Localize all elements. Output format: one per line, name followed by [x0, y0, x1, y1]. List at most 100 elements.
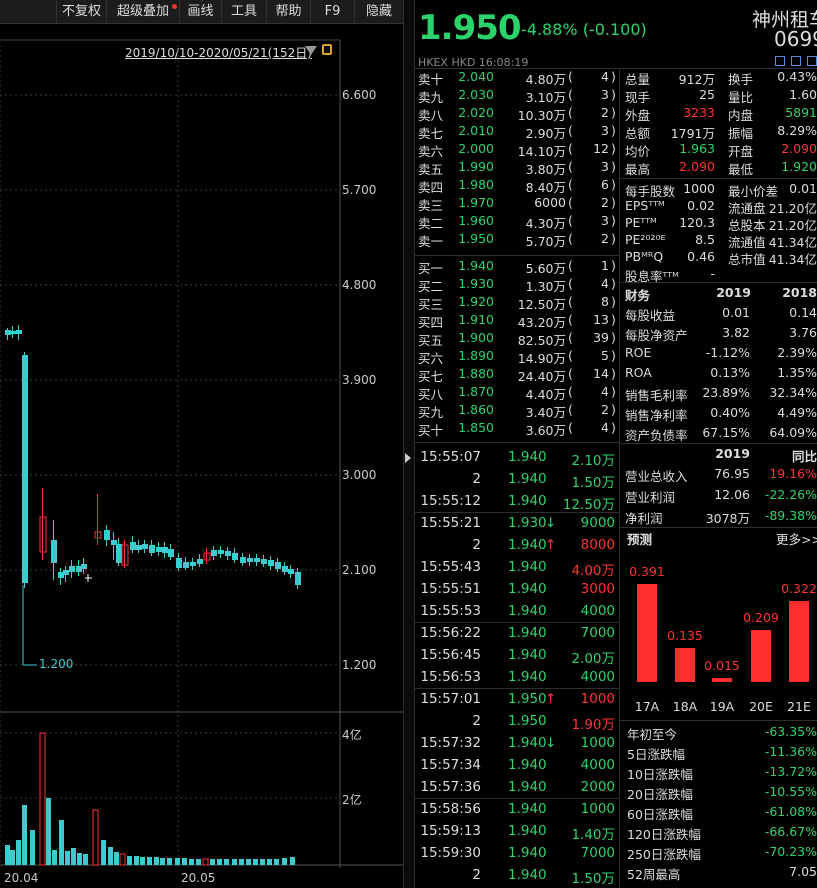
ask-row[interactable]: 卖八 2.020 10.30万(2)	[418, 105, 618, 123]
candle-body	[58, 572, 64, 578]
candle-body	[142, 544, 148, 549]
alert-icon[interactable]	[807, 56, 817, 66]
paren: (	[568, 231, 573, 246]
paren: (	[568, 87, 573, 102]
paren: )	[611, 348, 616, 363]
finance-header: 财务 2019 2018	[625, 285, 817, 303]
ask-row[interactable]: 卖四 1.980 8.40万(6)	[418, 177, 618, 195]
perf-label: 5日涨跌幅	[627, 747, 685, 762]
candle-body	[81, 564, 87, 569]
volume-bar	[65, 851, 70, 865]
ask-row[interactable]: 卖七 2.010 2.90万(3)	[418, 123, 618, 141]
toolbar-hide-button[interactable]: 隐藏	[354, 0, 403, 24]
expand-arrow-icon[interactable]	[405, 453, 411, 463]
paren: (	[568, 213, 573, 228]
perf-label: 52周最高	[627, 867, 681, 882]
volume-bar	[182, 858, 187, 865]
paren: )	[611, 159, 616, 174]
bid-row[interactable]: 买三 1.920 12.50万(8)	[418, 294, 618, 312]
trade-volume: 4000	[580, 603, 615, 619]
toolbar-help-button[interactable]: 帮助	[266, 0, 310, 24]
forecast-year: 21E	[787, 699, 811, 714]
stat-label: 总市值	[728, 252, 766, 267]
toolbar-draw-button[interactable]: 画线	[179, 0, 221, 24]
range-dropdown-icon[interactable]	[305, 46, 317, 55]
y-tick-label: 4.800	[342, 278, 377, 292]
trade-row: 15:56:45 1.940 2.00万	[418, 647, 618, 667]
toolbar-f9-button[interactable]: F9	[310, 0, 354, 24]
candle-body	[63, 570, 69, 575]
bid-row[interactable]: 买四 1.910 43.20万(13)	[418, 312, 618, 330]
bid-row[interactable]: 买七 1.880 24.40万(14)	[418, 366, 618, 384]
trade-volume: 7000	[580, 845, 615, 861]
forecast-more-link[interactable]: 更多>>	[776, 532, 817, 547]
finance-label: 每股收益	[625, 308, 676, 323]
toolbar-tools-button[interactable]: 工具	[221, 0, 266, 24]
bid-row[interactable]: 买二 1.930 1.30万(4)	[418, 276, 618, 294]
ask-volume: 2.90万	[525, 126, 566, 141]
finance-row: ROA 0.13% 1.35%	[625, 365, 817, 383]
panel-splitter[interactable]	[403, 0, 415, 888]
paren: )	[611, 231, 616, 246]
bid-count: 4	[601, 276, 609, 291]
forecast-value: 0.322	[781, 581, 817, 597]
trade-volume: 1.40万	[571, 827, 615, 843]
ask-count: 3	[601, 123, 609, 138]
bid-row[interactable]: 买八 1.870 4.40万(4)	[418, 384, 618, 402]
candle-body	[211, 550, 217, 556]
bid-row[interactable]: 买六 1.890 14.90万(5)	[418, 348, 618, 366]
perf-row: 年初至今 -63.35%	[627, 724, 817, 742]
bid-row[interactable]: 买九 1.860 3.40万(2)	[418, 402, 618, 420]
note-icon[interactable]	[791, 56, 801, 66]
paren: )	[611, 195, 616, 210]
stat-label: PE²⁰²⁰ᴱ	[625, 232, 666, 247]
bid-row[interactable]: 买一 1.940 5.60万(1)	[418, 258, 618, 276]
edit-icon[interactable]	[775, 56, 785, 66]
candle-body	[121, 544, 129, 566]
kline-chart[interactable]	[0, 0, 404, 888]
bid-row[interactable]: 买五 1.900 82.50万(39)	[418, 330, 618, 348]
income-row: 营业利润 12.06 -22.26%	[625, 487, 817, 505]
ask-row[interactable]: 卖二 1.960 4.30万(3)	[418, 213, 618, 231]
ask-row[interactable]: 卖一 1.950 5.70万(2)	[418, 231, 618, 249]
volume-bar	[127, 856, 132, 865]
forecast-divider	[620, 527, 817, 528]
forecast-value: 0.015	[704, 658, 740, 674]
income-value: -89.38%	[764, 508, 817, 523]
ask-price: 2.030	[458, 87, 494, 102]
ask-price: 1.990	[458, 159, 494, 174]
trade-row: 15:57:34 1.940 4000	[418, 757, 618, 775]
finance-value: 0.13%	[710, 365, 750, 380]
x-tick-label: 20.05	[181, 871, 216, 885]
candle-body	[254, 558, 260, 562]
ask-row[interactable]: 卖十 2.040 4.80万(4)	[418, 69, 618, 87]
chart-date-range[interactable]: 2019/10/10-2020/05/21(152日)	[125, 46, 312, 60]
bid-label: 买四	[418, 315, 444, 330]
stat-label: 均价	[625, 144, 651, 159]
bid-row[interactable]: 买十 1.850 3.60万(4)	[418, 420, 618, 438]
finance-row: ROE -1.12% 2.39%	[625, 345, 817, 363]
stat-value: 0.43%	[777, 69, 817, 84]
ask-row[interactable]: 卖三 1.970 6000(2)	[418, 195, 618, 213]
finance-row: 每股收益 0.01 0.14	[625, 305, 817, 323]
paren: (	[568, 294, 573, 309]
trade-price: 1.940	[508, 537, 547, 553]
trade-volume: 3000	[580, 581, 615, 597]
lock-icon[interactable]	[322, 44, 332, 55]
ask-row[interactable]: 卖九 2.030 3.10万(3)	[418, 87, 618, 105]
paren: )	[611, 213, 616, 228]
volume-bar	[224, 859, 229, 865]
toolbar-overlay-button[interactable]: 超级叠加	[106, 0, 179, 24]
stat-value: 21.20亿	[768, 218, 817, 233]
ask-row[interactable]: 卖六 2.000 14.10万(12)	[418, 141, 618, 159]
finance-value: 0.14	[789, 305, 817, 320]
bid-count: 2	[601, 402, 609, 417]
ask-label: 卖六	[418, 144, 444, 159]
ask-row[interactable]: 卖五 1.990 3.80万(3)	[418, 159, 618, 177]
stat-value: 1.60	[789, 87, 817, 102]
income-value: 12.06	[714, 487, 750, 502]
paren: (	[568, 141, 573, 156]
volume-bar	[16, 840, 21, 865]
toolbar-no-adjust-button[interactable]: 不复权	[56, 0, 106, 24]
paren: )	[611, 384, 616, 399]
